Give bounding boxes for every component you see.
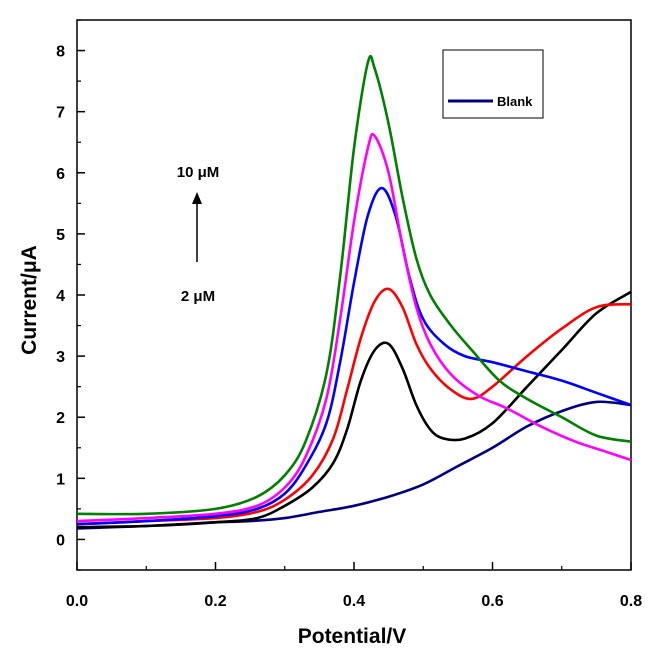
y-tick-label: 6 — [56, 166, 65, 183]
series-line-1 — [76, 290, 632, 529]
arrow-up-icon — [192, 192, 202, 204]
series-line-3 — [76, 186, 632, 526]
series-line-2 — [76, 287, 632, 526]
y-tick-label: 0 — [56, 532, 65, 549]
curves-layer — [76, 54, 632, 530]
plot-frame — [76, 19, 632, 571]
y-axis-title: Current/μA — [18, 245, 41, 355]
legend-label-blank: Blank — [497, 94, 533, 109]
series-line-4 — [76, 132, 632, 523]
series-line-blank — [76, 400, 632, 530]
ticks-layer: 0.0 0.2 0.4 0.6 0.8 0 1 2 3 4 5 6 7 8 — [56, 19, 642, 610]
annotation-top-label: 10 μM — [177, 164, 220, 181]
x-tick-label: 0.2 — [204, 593, 226, 610]
x-tick-label: 0.8 — [620, 593, 642, 610]
y-tick-label: 8 — [56, 44, 65, 61]
y-tick-label: 7 — [56, 105, 65, 122]
series-line-5 — [76, 54, 632, 516]
y-tick-label: 4 — [56, 288, 65, 305]
x-tick-label: 0.6 — [481, 593, 503, 610]
y-tick-label: 5 — [56, 227, 65, 244]
x-axis-title: Potential/V — [298, 625, 407, 648]
x-tick-label: 0.0 — [66, 593, 88, 610]
legend-box — [442, 49, 544, 119]
y-tick-label: 2 — [56, 410, 65, 427]
x-tick-label: 0.4 — [343, 593, 365, 610]
annotation-bottom-label: 2 μM — [181, 288, 215, 305]
legend: Blank — [442, 49, 544, 119]
y-tick-label: 3 — [56, 349, 65, 366]
y-tick-label: 1 — [56, 471, 65, 488]
